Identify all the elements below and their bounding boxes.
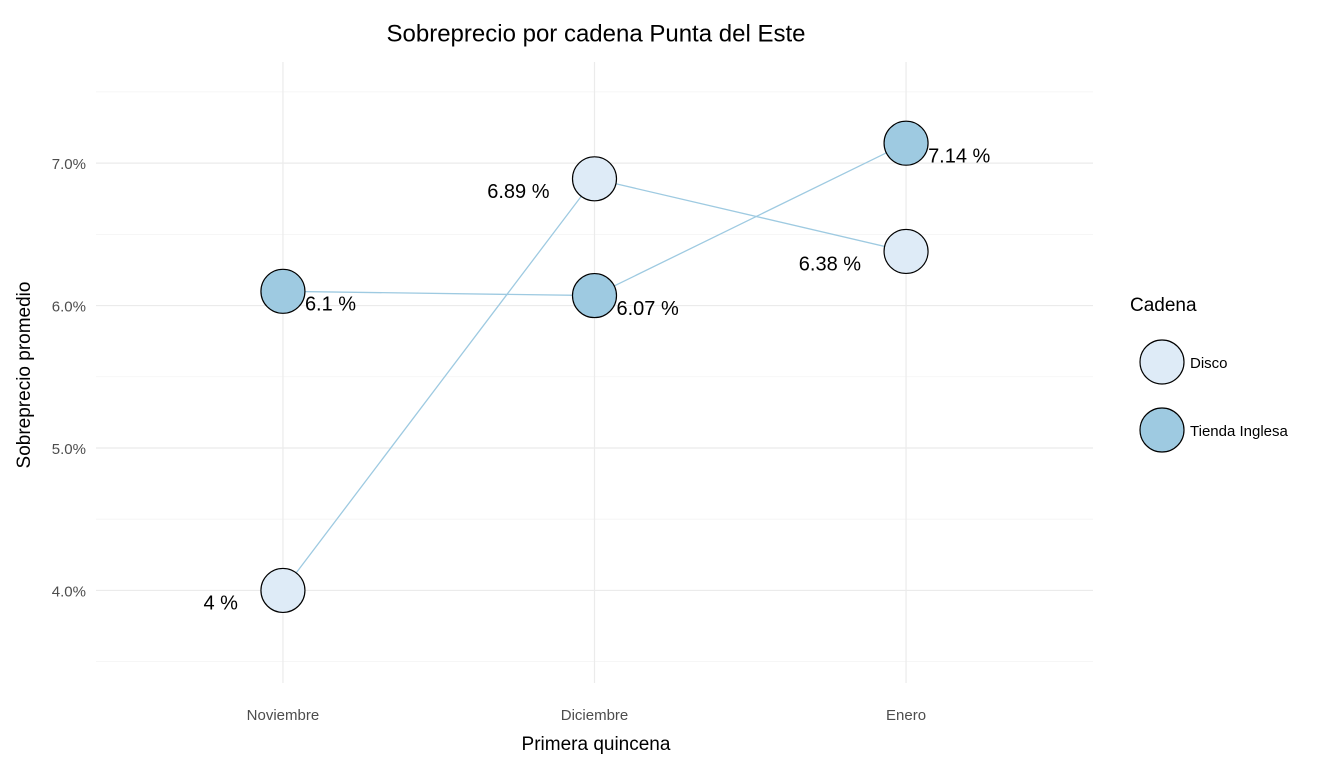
- legend-label: Disco: [1190, 355, 1228, 372]
- x-axis-title: Primera quincena: [522, 734, 671, 755]
- y-tick-label: 5.0%: [52, 441, 86, 458]
- point: [571, 156, 618, 202]
- point: [571, 272, 618, 319]
- legend-label: Tienda Inglesa: [1190, 423, 1289, 440]
- data-label: 6.07 %: [617, 298, 679, 320]
- y-tick-label: 4.0%: [52, 583, 86, 600]
- data-label: 7.14 %: [928, 145, 990, 167]
- x-tick-label: Diciembre: [561, 707, 629, 724]
- point: [260, 268, 306, 314]
- legend-title: Cadena: [1130, 295, 1197, 316]
- data-label: 6.1 %: [305, 294, 356, 316]
- point: [883, 120, 929, 166]
- data-label: 4 %: [203, 593, 238, 615]
- point: [883, 228, 929, 275]
- x-tick-label: Enero: [886, 707, 926, 724]
- x-tick-label: Noviembre: [247, 707, 320, 724]
- y-tick-label: 6.0%: [52, 299, 86, 316]
- y-axis-title: Sobreprecio promedio: [14, 282, 35, 469]
- chart-title: Sobreprecio por cadena Punta del Este: [387, 20, 806, 47]
- data-label: 6.38 %: [799, 254, 861, 276]
- legend-marker: [1139, 339, 1185, 385]
- y-tick-label: 7.0%: [52, 156, 86, 173]
- point: [260, 567, 306, 614]
- data-label: 6.89 %: [487, 181, 549, 203]
- legend-marker: [1139, 407, 1185, 453]
